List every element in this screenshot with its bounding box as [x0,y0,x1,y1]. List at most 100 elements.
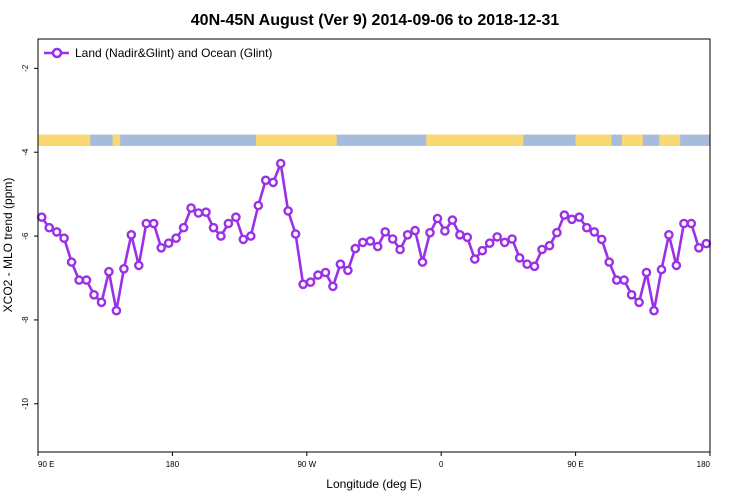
data-point [89,289,99,300]
data-point [231,212,241,222]
data-point [619,275,629,285]
x-tick-label: 90 E [38,460,54,469]
data-point [350,243,361,254]
ocean-band [38,134,710,146]
data-point [178,222,189,233]
data-point [365,236,376,246]
y-axis: -2 -4 -6 -8 -10 [21,64,38,410]
data-point [298,279,308,290]
data-point [133,260,144,271]
data-point [649,305,659,316]
data-point [686,218,697,229]
y-tick-label: -4 [21,148,30,156]
data-point [604,257,615,267]
data-point [141,218,152,229]
data-point [522,259,532,270]
y-tick-label: -2 [21,64,30,72]
data-point [260,175,271,186]
data-point [626,289,637,300]
data-point [537,244,547,255]
land-segment [38,134,91,146]
data-point [156,242,166,253]
data-point [484,238,495,248]
data-point [432,213,443,224]
data-point [223,218,234,229]
data-point [104,266,114,277]
data-point [574,212,585,222]
data-point [305,277,316,288]
series-line [40,162,707,313]
data-point [268,177,279,188]
y-axis-label: XCO2 - MLO trend (ppm) [1,178,15,313]
data-point [596,234,607,245]
data-point [119,263,129,274]
x-axis-label: Longitude (deg E) [326,477,421,491]
data-point [328,281,338,292]
data-point [559,210,570,220]
data-point [126,229,137,240]
x-axis: 90 E 180 90 W 0 90 E 180 [37,452,711,469]
data-point [664,229,674,240]
data-point [567,214,577,225]
data-point [701,238,712,249]
land-segment [256,134,337,146]
x-tick-label: 90 E [567,460,583,469]
data-point [36,212,47,222]
data-point [74,275,84,285]
data-point [44,222,55,233]
data-point [387,234,398,244]
data-point [462,232,473,243]
data-point [290,229,301,239]
plot-frame [37,38,711,453]
data-point [238,234,249,245]
data-point [514,253,525,263]
data-point [193,208,204,218]
data-point [343,265,353,276]
data-point [492,232,503,242]
x-tick-label: 0 [439,460,444,469]
data-point [96,297,107,308]
data-point [656,264,667,275]
data-point [447,215,458,225]
data-point [641,267,652,278]
data-point [201,207,211,217]
legend-marker [51,47,63,59]
plot-area [36,38,712,453]
land-segment [659,134,681,146]
data-point [694,242,704,253]
data-point [275,158,286,169]
x-tick-label: 180 [697,460,711,469]
data-point [245,231,256,241]
data-point [66,257,77,267]
data-point [552,227,562,238]
data-point [163,238,174,248]
data-point [253,200,264,211]
data-point [171,233,181,243]
land-sea-band [38,134,710,146]
data-point [148,218,159,229]
data-point [611,275,622,285]
data-point [499,237,510,248]
y-tick-label: -8 [21,316,30,324]
y-tick-label: -10 [21,397,30,409]
data-point [455,229,465,240]
data-point [582,222,592,233]
data-point [544,240,555,251]
data-point [425,227,435,238]
data-point [469,254,480,264]
data-point [417,257,428,267]
data-point [671,260,682,271]
data-point [634,297,644,308]
data-point [186,203,196,213]
data-point [51,227,62,237]
land-segment [112,134,121,146]
data-point [679,218,689,229]
data-point [410,225,420,236]
data-point [402,229,413,240]
series-markers [36,158,712,316]
data-point [320,267,331,278]
data-point [283,206,293,216]
data-point [507,234,517,244]
chart-title: 40N-45N August (Ver 9) 2014-09-06 to 201… [191,12,560,29]
data-point [440,226,450,236]
